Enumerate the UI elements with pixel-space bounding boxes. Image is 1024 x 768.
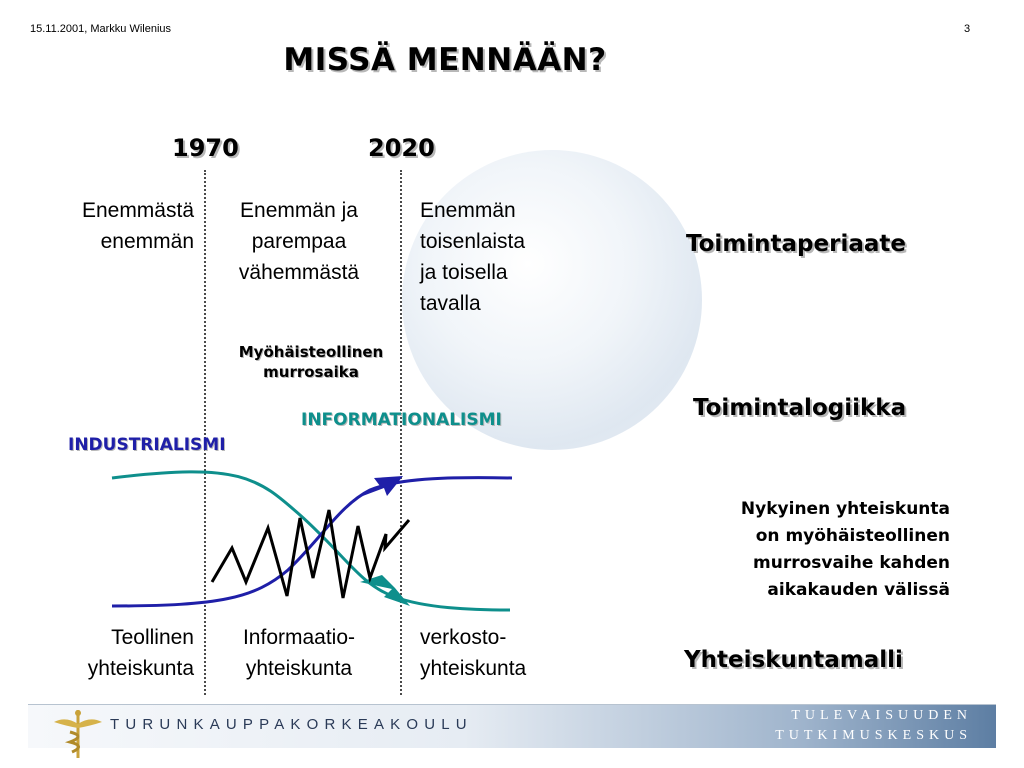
industrialismi-label: INDUSTRIALISMI bbox=[68, 435, 226, 455]
page-number: 3 bbox=[964, 23, 971, 35]
caduceus-logo-icon bbox=[54, 710, 102, 758]
informationalismi-arrowhead bbox=[360, 575, 410, 606]
slide-title: MISSÄ MENNÄÄN? bbox=[283, 42, 607, 78]
date-author: 15.11.2001, Markku Wilenius bbox=[30, 23, 172, 35]
society-network: verkosto- yhteiskunta bbox=[420, 626, 527, 680]
informationalismi-decline-curve bbox=[111, 470, 511, 612]
label-toimintalogiikka: Toimintalogiikka bbox=[693, 395, 907, 421]
globe-background bbox=[402, 150, 702, 450]
principle-network: Enemmän toisenlaista ja toisella tavalla bbox=[420, 199, 526, 315]
footer-bar bbox=[28, 704, 996, 748]
divider-2020 bbox=[400, 170, 402, 695]
footer-university-name: TURUNKAUPPAKORKEAKOULU bbox=[110, 716, 473, 733]
label-toimintaperiaate: Toimintaperiaate bbox=[686, 231, 906, 257]
year-1970: 1970 bbox=[172, 134, 239, 162]
principle-industrial: Enemmästä enemmän bbox=[81, 199, 194, 253]
principle-information: Enemmän ja parempaa vähemmästä bbox=[238, 199, 360, 284]
year-2020: 2020 bbox=[368, 134, 435, 162]
present-society-note: Nykyinen yhteiskunta on myöhäisteollinen… bbox=[740, 499, 950, 600]
society-information: Informaatio- yhteiskunta bbox=[242, 626, 356, 680]
murrosaika-label: Myöhäisteollinen murrosaika bbox=[238, 343, 384, 381]
informationalismi-label: INFORMATIONALISMI bbox=[301, 410, 502, 430]
label-yhteiskuntamalli: Yhteiskuntamalli bbox=[684, 647, 903, 673]
society-industrial: Teollinen yhteiskunta bbox=[87, 626, 194, 680]
industrialismi-rise-curve bbox=[111, 476, 513, 608]
footer-research-centre: TULEVAISUUDEN TUTKIMUSKESKUS bbox=[775, 708, 972, 743]
turbulence-zigzag bbox=[210, 509, 411, 599]
divider-1970 bbox=[204, 170, 206, 695]
industrialismi-arrowhead bbox=[352, 476, 403, 500]
footer-divider bbox=[28, 704, 996, 705]
